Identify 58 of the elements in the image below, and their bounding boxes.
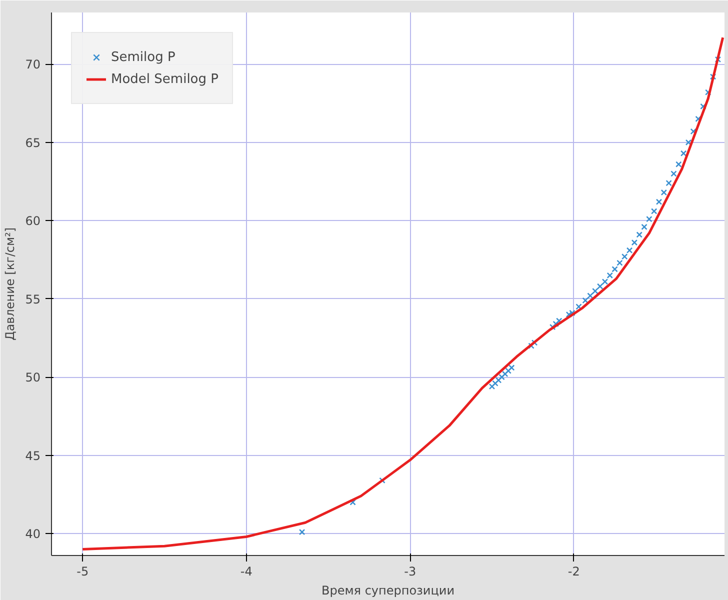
line-series <box>81 36 724 550</box>
y-tick-label: 70 <box>25 58 41 72</box>
point <box>621 253 628 260</box>
point <box>700 103 706 110</box>
point <box>676 161 682 168</box>
point <box>569 310 576 316</box>
point <box>636 232 642 238</box>
y-tick-label: 60 <box>25 214 41 228</box>
point <box>576 304 582 310</box>
point <box>592 288 598 294</box>
x-axis-title: Время суперпозиции <box>322 584 454 598</box>
point <box>685 139 692 146</box>
point <box>626 247 633 254</box>
legend-label: Model Semilog P <box>111 72 218 86</box>
point <box>552 320 559 328</box>
x-tick-label: -3 <box>404 564 416 578</box>
point <box>666 180 672 186</box>
point <box>582 297 588 304</box>
point <box>298 528 306 536</box>
point <box>566 311 572 318</box>
x-tick-label: -4 <box>240 564 252 578</box>
point <box>680 150 687 156</box>
point <box>505 368 512 374</box>
point <box>641 224 648 230</box>
point <box>495 377 502 384</box>
point <box>646 216 652 222</box>
point <box>596 283 604 290</box>
point <box>350 499 356 506</box>
legend-label: Semilog P <box>111 50 176 64</box>
point <box>612 266 618 272</box>
point <box>690 128 697 135</box>
point <box>508 364 515 371</box>
point <box>650 208 658 214</box>
point <box>502 370 508 378</box>
x-tick-label: -2 <box>568 564 580 578</box>
point <box>498 374 505 380</box>
point <box>631 239 638 246</box>
point <box>660 189 668 196</box>
y-axis-title: Давление [кг/см²] <box>3 227 18 341</box>
point <box>656 198 662 205</box>
point <box>705 89 712 96</box>
point <box>556 318 562 324</box>
point <box>488 383 496 390</box>
point <box>606 272 613 279</box>
point <box>670 170 677 177</box>
point <box>695 116 702 122</box>
point <box>602 278 608 285</box>
point <box>714 56 722 63</box>
point <box>587 292 594 299</box>
point <box>616 260 623 266</box>
y-tick-label: 50 <box>25 370 41 385</box>
point <box>492 380 498 386</box>
y-tick-label: 65 <box>25 136 41 150</box>
x-tick-label: -5 <box>76 564 89 578</box>
y-tick-label: 55 <box>25 292 41 306</box>
y-tick-label: 45 <box>25 448 41 463</box>
point <box>710 74 716 80</box>
y-tick-label: 40 <box>25 527 41 542</box>
